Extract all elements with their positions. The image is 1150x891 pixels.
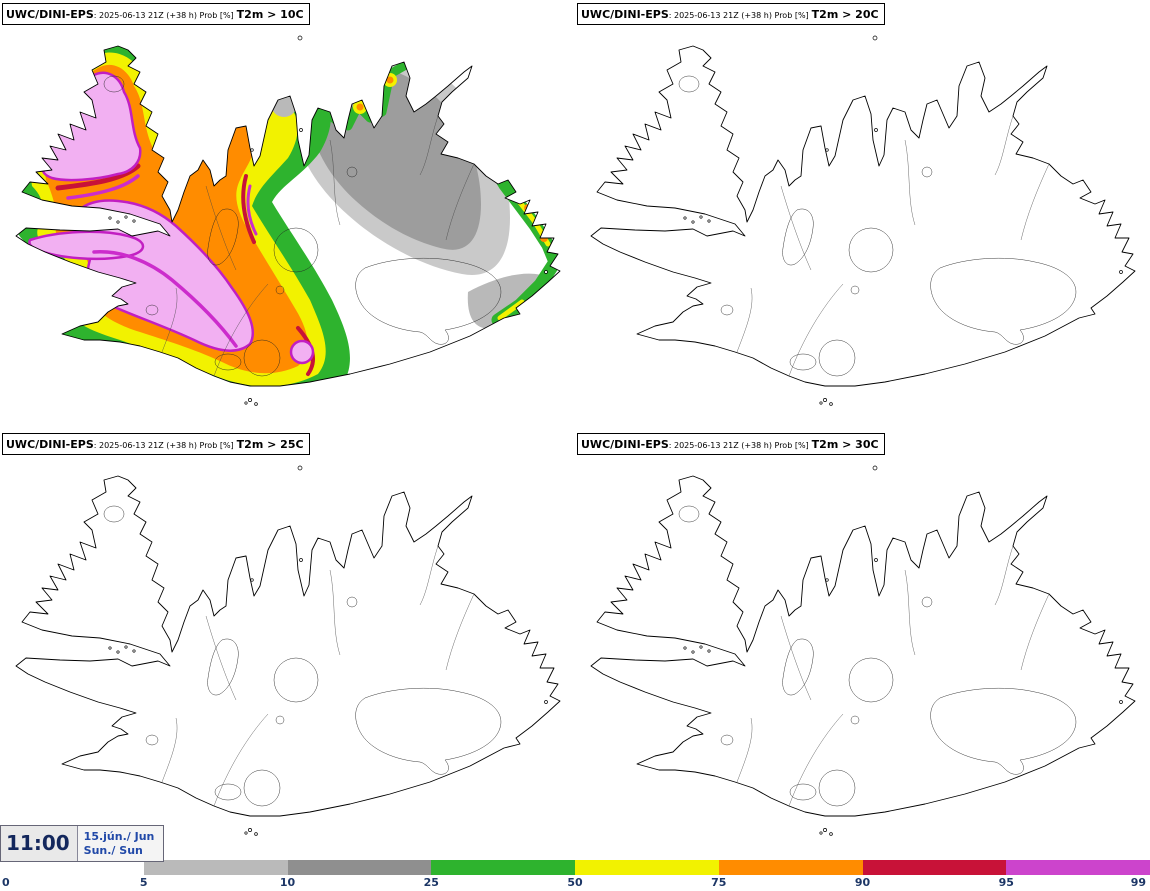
iceland-map-t2m-25c (15, 465, 561, 836)
panel-title: UWC/DINI-EPS: 2025-06-13 21Z (+38 h) Pro… (577, 3, 885, 25)
colorbar-segment (718, 860, 863, 875)
panel-t2m-20c: UWC/DINI-EPS: 2025-06-13 21Z (+38 h) Pro… (575, 0, 1150, 430)
colorbar-segment (287, 860, 432, 875)
colorbar-tick: 75 (711, 876, 727, 889)
colorbar-ticks: 0 5 10 25 50 75 90 95 99 (0, 875, 1150, 890)
probability-colorbar (0, 860, 1150, 875)
colorbar-area: 0 5 10 25 50 75 90 95 99 (0, 860, 1150, 891)
valid-date-box: 15.jún./ Jun Sun./ Sun (76, 826, 164, 861)
valid-time: 11:00 (6, 831, 70, 855)
panel-t2m-30c: UWC/DINI-EPS: 2025-06-13 21Z (+38 h) Pro… (575, 430, 1150, 860)
threshold-label: T2m > 25C (236, 438, 304, 451)
threshold-label: T2m > 10C (236, 8, 304, 21)
model-label: UWC/DINI-EPS (6, 438, 94, 451)
colorbar-tick: 50 (567, 876, 583, 889)
valid-date-line1: 15.jún./ Jun (83, 829, 155, 843)
colorbar-segment (143, 860, 288, 875)
colorbar-tick: 0 (2, 876, 10, 889)
colorbar-tick: 25 (423, 876, 439, 889)
valid-date-line2: Sun./ Sun (83, 843, 143, 857)
panel-t2m-10c: UWC/DINI-EPS: 2025-06-13 21Z (+38 h) Pro… (0, 0, 575, 430)
colorbar-tick: 90 (854, 876, 871, 889)
model-label: UWC/DINI-EPS (6, 8, 94, 21)
colorbar-tick: 99 (1130, 876, 1146, 889)
colorbar-tick: 95 (998, 876, 1014, 889)
run-info: : 2025-06-13 21Z (+38 h) Prob [%] (668, 441, 809, 450)
model-label: UWC/DINI-EPS (581, 438, 669, 451)
colorbar-segment (1006, 860, 1150, 875)
colorbar-tick: 5 (139, 876, 148, 889)
threshold-label: T2m > 20C (811, 8, 879, 21)
panel-title: UWC/DINI-EPS: 2025-06-13 21Z (+38 h) Pro… (577, 433, 885, 455)
map-grid: UWC/DINI-EPS: 2025-06-13 21Z (+38 h) Pro… (0, 0, 1150, 860)
iceland-map-t2m-30c (590, 465, 1136, 836)
colorbar-segment (431, 860, 575, 875)
colorbar-tick: 10 (279, 876, 296, 889)
run-info: : 2025-06-13 21Z (+38 h) Prob [%] (93, 441, 234, 450)
colorbar-segment (575, 860, 719, 875)
panel-t2m-25c: UWC/DINI-EPS: 2025-06-13 21Z (+38 h) Pro… (0, 430, 575, 860)
iceland-map-t2m-10c (0, 0, 575, 406)
run-info: : 2025-06-13 21Z (+38 h) Prob [%] (668, 11, 809, 20)
iceland-map-t2m-20c (590, 35, 1136, 406)
model-label: UWC/DINI-EPS (581, 8, 669, 21)
panel-title: UWC/DINI-EPS: 2025-06-13 21Z (+38 h) Pro… (2, 433, 310, 455)
run-info: : 2025-06-13 21Z (+38 h) Prob [%] (93, 11, 234, 20)
valid-time-box: 11:00 15.jún./ Jun Sun./ Sun (0, 825, 165, 862)
threshold-label: T2m > 30C (811, 438, 879, 451)
colorbar-segment (0, 860, 144, 875)
colorbar-segment (862, 860, 1007, 875)
panel-title: UWC/DINI-EPS: 2025-06-13 21Z (+38 h) Pro… (2, 3, 310, 25)
